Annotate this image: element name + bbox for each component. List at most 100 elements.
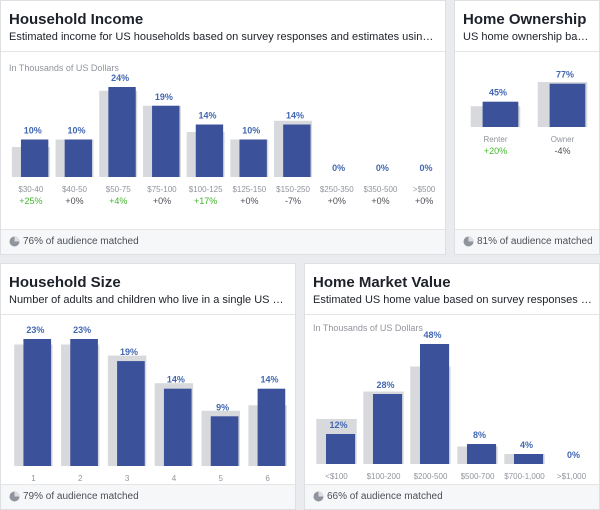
home-ownership-chart: 45% Renter +20% 77% Owner -4% [470, 70, 588, 156]
category-label: $200-500 [414, 472, 448, 481]
category-label: 2 [78, 474, 83, 483]
audience-bar [210, 416, 239, 466]
delta-label: +0% [415, 196, 433, 206]
percent-label: 10% [242, 126, 260, 136]
category-label: $500-700 [461, 472, 495, 481]
audience-bar [325, 434, 356, 464]
category-label: >$500 [413, 185, 436, 194]
percent-label: 4% [520, 440, 533, 450]
pie-chart-icon [313, 491, 324, 502]
card-title: Household Size [9, 274, 121, 291]
percent-label: 23% [26, 325, 44, 335]
delta-label: +25% [19, 196, 42, 206]
audience-bar [152, 105, 180, 177]
audience-bar [257, 388, 286, 466]
home-market-value-chart: 12%<$100-34%28%$100-200-4%48%$200-500+24… [316, 330, 587, 493]
category-label: Owner [551, 135, 575, 144]
card-header: Home Market Value Estimated US home valu… [305, 264, 599, 315]
percent-label: 10% [24, 126, 42, 136]
audience-bar [482, 101, 519, 127]
category-label: 4 [172, 474, 177, 483]
category-label: $75-100 [147, 185, 177, 194]
percent-label: 19% [120, 347, 138, 357]
home-ownership-card: Home Ownership US home ownership based o… [454, 0, 600, 255]
category-label: 3 [125, 474, 130, 483]
delta-label: +20% [484, 146, 507, 156]
pie-chart-icon [463, 236, 474, 247]
pie-chart-icon [9, 491, 20, 502]
audience-bar [419, 344, 450, 464]
percent-label: 19% [155, 92, 173, 102]
audience-bar [20, 139, 49, 177]
category-label: $250-350 [320, 185, 354, 194]
card-title: Home Ownership [463, 11, 587, 28]
category-label: $700-1,000 [504, 472, 545, 481]
audience-bar [23, 339, 52, 466]
audience-bar [239, 139, 267, 177]
audience-bar [372, 394, 403, 464]
audience-matched-text: 66% of audience matched [327, 491, 443, 502]
category-label: $100-125 [189, 185, 223, 194]
category-label: $350-500 [364, 185, 398, 194]
card-header: Household Size Number of adults and chil… [1, 264, 295, 315]
audience-matched-text: 76% of audience matched [23, 236, 139, 247]
percent-label: 9% [216, 402, 229, 412]
audience-bar [549, 83, 586, 127]
percent-label: 77% [556, 70, 574, 80]
household-size-chart: 23%1+5%23%2+5%19%3-5%14%4-7%9%5-10%14%6+… [14, 325, 287, 495]
audience-bar [163, 388, 192, 466]
delta-label: +0% [240, 196, 258, 206]
audience-bar [283, 124, 311, 177]
card-footer: 79% of audience matched [1, 484, 295, 509]
audience-bar [108, 87, 136, 177]
percent-label: 23% [73, 325, 91, 335]
delta-label: +4% [109, 196, 127, 206]
category-label: 5 [219, 474, 224, 483]
percent-label: 48% [424, 330, 442, 340]
card-header: Household Income Estimated income for US… [1, 1, 445, 52]
card-footer: 66% of audience matched [305, 484, 599, 509]
percent-label: 0% [567, 450, 580, 460]
audience-bar [117, 361, 145, 466]
household-size-card: Household Size Number of adults and chil… [0, 263, 296, 510]
household-income-card: Household Income Estimated income for US… [0, 0, 446, 255]
percent-label: 0% [376, 163, 389, 173]
home-market-value-card: Home Market Value Estimated US home valu… [304, 263, 600, 510]
category-label: 6 [265, 474, 270, 483]
audience-bar [466, 444, 497, 464]
audience-matched-text: 81% of audience matched [477, 236, 593, 247]
audience-matched-text: 79% of audience matched [23, 491, 139, 502]
delta-label: -4% [554, 146, 570, 156]
category-label: Renter [483, 135, 507, 144]
percent-label: 14% [286, 111, 304, 121]
category-label: $40-50 [62, 185, 87, 194]
percent-label: 28% [377, 380, 395, 390]
household-income-chart: 10% $30-40 +25% 10% $40-50 +0% 24% $50-75 +4% 19%… [11, 73, 436, 206]
delta-label: -7% [285, 196, 301, 206]
category-label: $125-150 [232, 185, 266, 194]
category-label: $150-250 [276, 185, 310, 194]
card-title: Home Market Value [313, 274, 451, 291]
card-title: Household Income [9, 11, 144, 28]
category-label: $30-40 [18, 185, 43, 194]
category-label: $50-75 [106, 185, 131, 194]
card-header: Home Ownership US home ownership based o… [455, 1, 599, 52]
percent-label: 10% [67, 126, 85, 136]
percent-label: 14% [167, 375, 185, 385]
delta-label: +0% [65, 196, 83, 206]
category-label: $100-200 [367, 472, 401, 481]
delta-label: +0% [328, 196, 346, 206]
delta-label: +0% [153, 196, 171, 206]
delta-label: +0% [371, 196, 389, 206]
delta-label: +17% [194, 196, 217, 206]
audience-bar [195, 124, 224, 177]
pie-chart-icon [9, 236, 20, 247]
audience-bar [70, 339, 98, 466]
percent-label: 14% [260, 375, 278, 385]
card-footer: 76% of audience matched [1, 229, 445, 254]
category-label: >$1,000 [557, 472, 587, 481]
category-label: 1 [31, 474, 36, 483]
category-label: <$100 [325, 472, 348, 481]
percent-label: 14% [199, 111, 217, 121]
percent-label: 45% [489, 88, 507, 98]
